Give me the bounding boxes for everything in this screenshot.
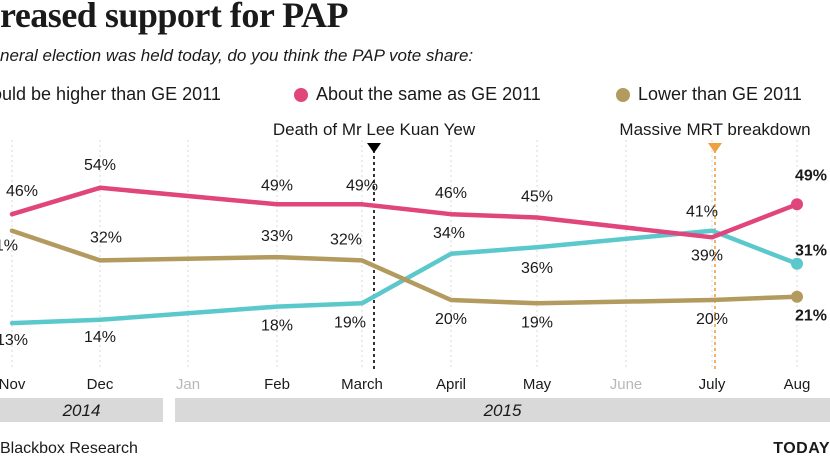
data-label: 36%	[521, 260, 553, 277]
tick-label-may: May	[523, 376, 552, 393]
legend-item-higher: ould be higher than GE 2011	[0, 84, 221, 105]
legend-item-same: About the same as GE 2011	[294, 84, 541, 105]
data-label: 49%	[795, 167, 827, 184]
year-bands: 2014 2015	[0, 398, 830, 422]
year-label-2014: 2014	[62, 401, 101, 420]
chart-title: reased support for PAP	[0, 0, 348, 35]
legend-label-higher: ould be higher than GE 2011	[0, 84, 221, 104]
data-label: 32%	[90, 229, 122, 246]
data-label: 31%	[795, 243, 827, 260]
tick-label-april: April	[436, 376, 466, 393]
data-label: 45%	[521, 189, 553, 206]
data-label: 14%	[84, 329, 116, 346]
data-label: 46%	[6, 183, 38, 200]
legend-dot-lower-icon	[616, 87, 630, 102]
annotation-label-1: Massive MRT breakdown	[619, 120, 810, 139]
tick-label-feb: Feb	[264, 376, 290, 393]
data-label: 54%	[84, 157, 116, 174]
x-axis: Nov Dec Jan Feb March April May June July Aug	[0, 376, 810, 393]
data-label: 41%	[686, 204, 718, 221]
brand-logo: TODAY	[773, 440, 830, 457]
data-label: 20%	[435, 311, 467, 328]
data-label: 39%	[691, 247, 723, 264]
source-credit: Blackbox Research	[0, 440, 138, 457]
chart-subtitle: neral election was held today, do you th…	[0, 46, 474, 65]
series-line-2	[9, 228, 800, 306]
data-label: 49%	[346, 177, 378, 194]
tick-label-aug: Aug	[784, 376, 811, 393]
tick-label-july: July	[699, 376, 726, 393]
legend-label-same: About the same as GE 2011	[316, 84, 541, 104]
legend-label-lower: Lower than GE 2011	[638, 84, 802, 104]
data-label: 49%	[261, 177, 293, 194]
year-band-2014	[0, 398, 163, 422]
event-annotations: Death of Mr Lee Kuan Yew Massive MRT brea…	[273, 120, 811, 370]
tick-label-nov: Nov	[0, 376, 26, 393]
legend-item-lower: Lower than GE 2011	[616, 84, 802, 105]
year-label-2015: 2015	[483, 401, 522, 420]
data-label: 13%	[0, 332, 28, 349]
data-labels: 13% 14% 18% 19% 34% 36% 41% 31% 46% 54% 49% 49% 46% 4…	[0, 157, 827, 349]
annotation-marker-icon-0	[367, 143, 381, 153]
data-label: 21%	[795, 308, 827, 325]
data-label: 18%	[261, 318, 293, 335]
data-label: 19%	[521, 314, 553, 331]
series-end-point-1	[791, 198, 803, 211]
year-band-2015	[175, 398, 830, 422]
data-label: 41%	[0, 238, 18, 255]
data-label: 33%	[261, 228, 293, 245]
tick-label-march: March	[341, 376, 383, 393]
series-lines	[9, 185, 803, 326]
series-line-1	[9, 185, 800, 240]
tick-label-jan: Jan	[176, 376, 200, 393]
annotation-label-0: Death of Mr Lee Kuan Yew	[273, 120, 476, 139]
series-end-point-0	[791, 257, 803, 270]
data-label: 32%	[330, 231, 362, 248]
series-end-point-2	[791, 290, 803, 303]
annotation-marker-icon-1	[708, 143, 722, 153]
tick-label-june: June	[610, 376, 643, 393]
gridlines	[11, 140, 798, 368]
data-label: 34%	[433, 225, 465, 242]
data-label: 46%	[435, 185, 467, 202]
data-label: 20%	[696, 311, 728, 328]
legend-dot-same-icon	[294, 87, 308, 102]
tick-label-dec: Dec	[87, 376, 114, 393]
data-label: 19%	[334, 314, 366, 331]
